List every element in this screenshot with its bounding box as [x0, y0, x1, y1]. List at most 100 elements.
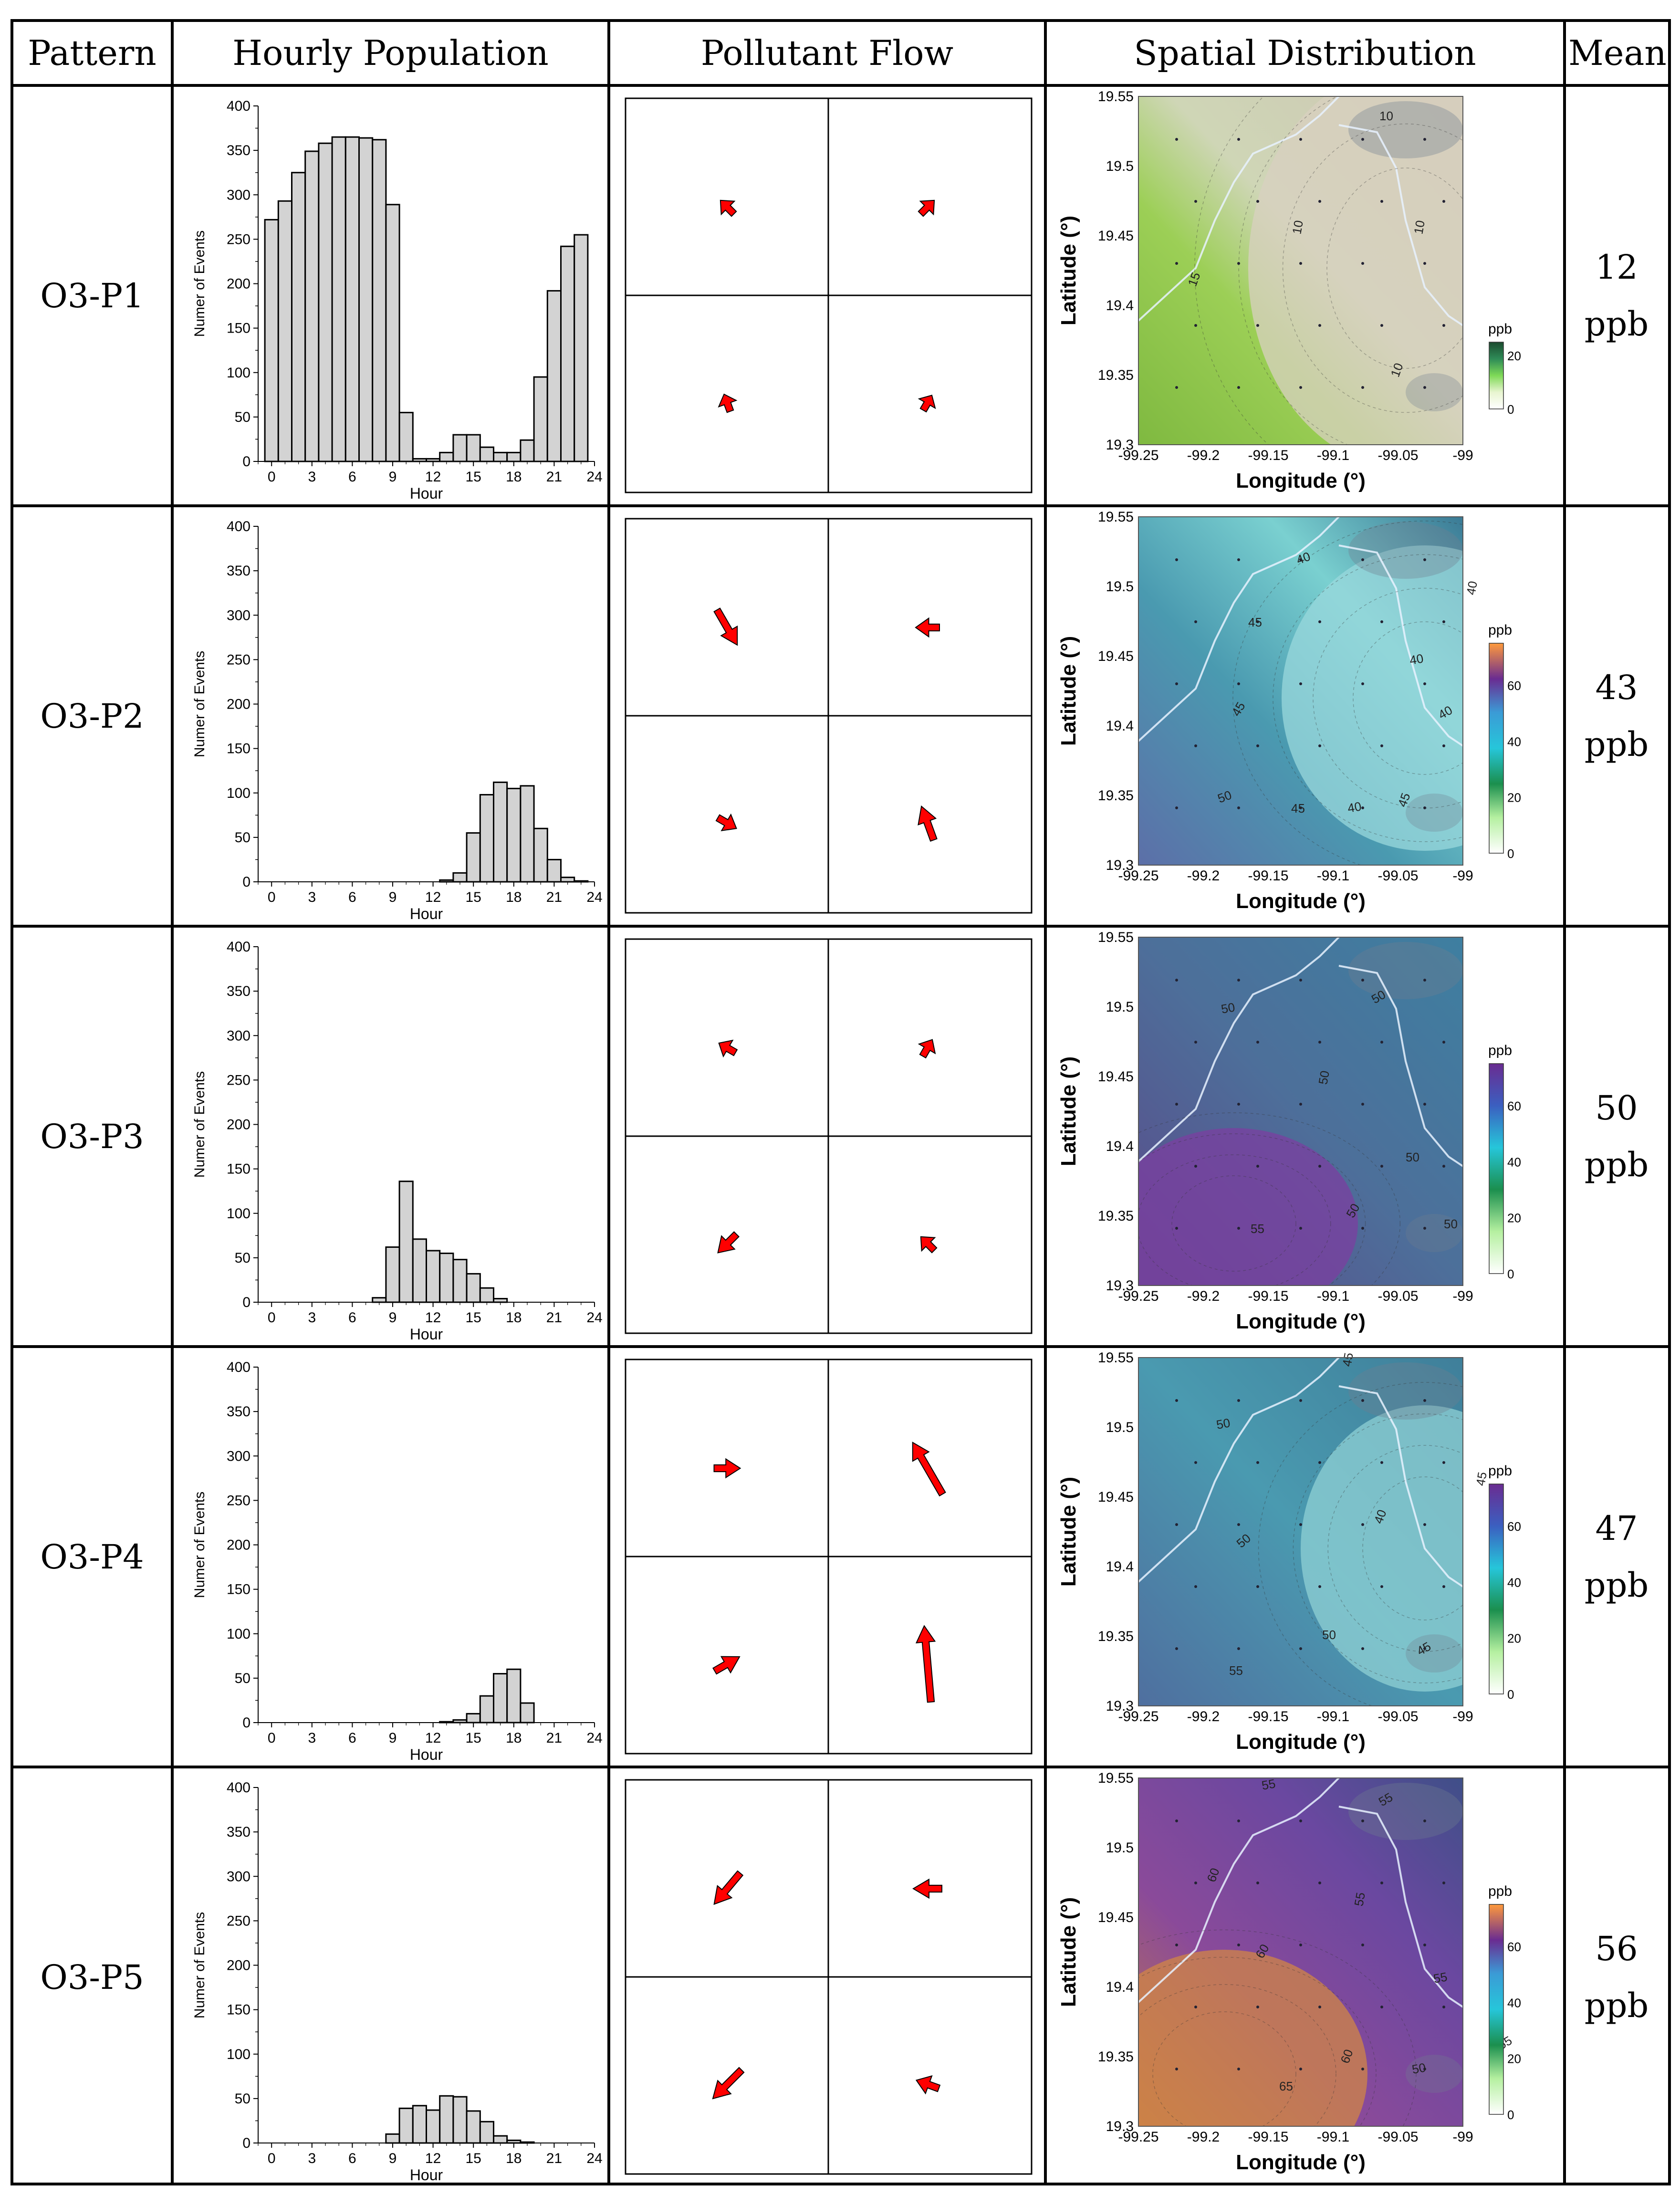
- mean-unit: ppb: [1584, 724, 1649, 764]
- histogram-bar: [466, 434, 481, 462]
- mean-cell: 43 ppb: [1565, 507, 1668, 925]
- x-tick-label: 12: [425, 1310, 441, 1326]
- histogram-bar: [452, 1259, 468, 1303]
- longitude-axis-label: Longitude (°): [1236, 1310, 1366, 1333]
- colorbar-tick-label: 0: [1507, 2108, 1514, 2122]
- flow-arrow: [912, 1878, 942, 1899]
- histogram-bar: [439, 1721, 454, 1724]
- header-hourly-population: Hourly Population: [232, 33, 549, 73]
- histogram-bar: [466, 1713, 481, 1724]
- station-dot: [1175, 1227, 1178, 1230]
- lat-tick-label: 19.45: [1098, 1069, 1134, 1085]
- lat-tick-label: 19.35: [1098, 2049, 1134, 2065]
- x-tick-label: 3: [308, 1310, 316, 1326]
- lon-tick-label: -99.1: [1317, 1709, 1349, 1725]
- histogram-bar: [493, 781, 508, 883]
- terrain-relief: [1348, 101, 1463, 158]
- terrain-relief: [1348, 1362, 1463, 1420]
- x-tick-label: 24: [586, 2151, 602, 2166]
- histogram-bar: [520, 1702, 535, 1724]
- histogram-bar: [398, 412, 414, 462]
- station-dot: [1442, 2006, 1445, 2008]
- mean-unit: ppb: [1584, 1565, 1649, 1605]
- station-dot: [1442, 324, 1445, 327]
- station-dot: [1423, 1523, 1426, 1526]
- lat-tick-label: 19.3: [1106, 2119, 1134, 2134]
- x-tick-label: 15: [466, 469, 481, 485]
- lon-tick-label: -99.15: [1248, 2129, 1288, 2145]
- pattern-name: O3-P2: [40, 696, 144, 736]
- station-dot: [1361, 806, 1364, 809]
- station-dot: [1318, 620, 1321, 623]
- y-tick-label: 100: [227, 365, 250, 381]
- x-tick-label: 12: [425, 1730, 441, 1746]
- lon-tick-label: -99.1: [1317, 2129, 1349, 2145]
- station-dot: [1194, 1461, 1197, 1464]
- histogram-bar: [344, 136, 360, 462]
- colorbar: [1489, 1904, 1504, 2115]
- contour-label: 55: [1229, 1663, 1243, 1678]
- x-tick-label: 24: [586, 1730, 602, 1746]
- station-dot: [1361, 682, 1364, 685]
- lat-tick-label: 19.35: [1098, 1629, 1134, 1644]
- colorbar: [1489, 342, 1504, 409]
- station-dot: [1361, 1647, 1364, 1650]
- station-dot: [1237, 682, 1240, 685]
- station-dot: [1299, 558, 1302, 561]
- colorbar-tick-label: 0: [1507, 1687, 1514, 1702]
- station-dot: [1423, 1647, 1426, 1650]
- col-divider: [607, 22, 610, 2183]
- histogram-bar: [439, 879, 454, 883]
- lat-tick-label: 19.35: [1098, 367, 1134, 383]
- y-tick-label: 400: [227, 519, 250, 534]
- station-dot: [1318, 744, 1321, 747]
- station-dot: [1299, 979, 1302, 982]
- mean-unit: ppb: [1584, 1145, 1649, 1184]
- colorbar-tick-label: 60: [1507, 1940, 1521, 1954]
- station-dot: [1299, 262, 1302, 265]
- lon-tick-label: -99: [1452, 2129, 1473, 2145]
- station-dot: [1256, 1461, 1259, 1464]
- city-boundary: [1138, 1778, 1463, 2008]
- y-tick-label: 150: [227, 1582, 250, 1598]
- latitude-axis-label: Latitude (°): [1057, 1477, 1080, 1587]
- header-mean: Mean: [1568, 33, 1667, 73]
- station-dot: [1442, 200, 1445, 203]
- x-tick-label: 15: [466, 2151, 481, 2166]
- y-tick-label: 350: [227, 983, 250, 999]
- station-dot: [1237, 1647, 1240, 1650]
- station-dot: [1299, 1819, 1302, 1822]
- station-dot: [1175, 1819, 1178, 1822]
- y-tick-label: 400: [227, 939, 250, 955]
- lat-tick-label: 19.45: [1098, 1489, 1134, 1505]
- y-tick-label: 150: [227, 2002, 250, 2018]
- y-tick-label: 300: [227, 187, 250, 203]
- lat-tick-label: 19.55: [1098, 89, 1134, 105]
- station-dot: [1194, 200, 1197, 203]
- lat-tick-label: 19.4: [1106, 718, 1134, 734]
- y-tick-label: 250: [227, 1072, 250, 1088]
- contour-line: [1273, 554, 1463, 842]
- station-dot: [1318, 1165, 1321, 1168]
- lat-tick-label: 19.5: [1106, 999, 1134, 1015]
- mean-cell: 50 ppb: [1565, 928, 1668, 1345]
- lon-tick-label: -99.15: [1248, 1288, 1288, 1304]
- contour-line: [1152, 2011, 1296, 2126]
- y-tick-label: 200: [227, 276, 250, 292]
- pollutant-flow-panel: [625, 518, 1033, 914]
- pattern-table: Pattern Hourly Population Pollutant Flow…: [10, 19, 1671, 2185]
- lat-tick-label: 19.45: [1098, 1910, 1134, 1925]
- histogram-bar: [574, 234, 589, 462]
- station-dot: [1299, 682, 1302, 685]
- y-tick-label: 100: [227, 785, 250, 801]
- colorbar-tick-label: 40: [1507, 1575, 1521, 1589]
- histogram-bar: [493, 2135, 508, 2144]
- colorbar: [1489, 1063, 1504, 1274]
- station-dot: [1318, 200, 1321, 203]
- histogram-bar: [385, 2133, 400, 2144]
- station-dot: [1175, 558, 1178, 561]
- lat-tick-label: 19.35: [1098, 788, 1134, 804]
- station-dot: [1361, 558, 1364, 561]
- station-dot: [1380, 2006, 1383, 2008]
